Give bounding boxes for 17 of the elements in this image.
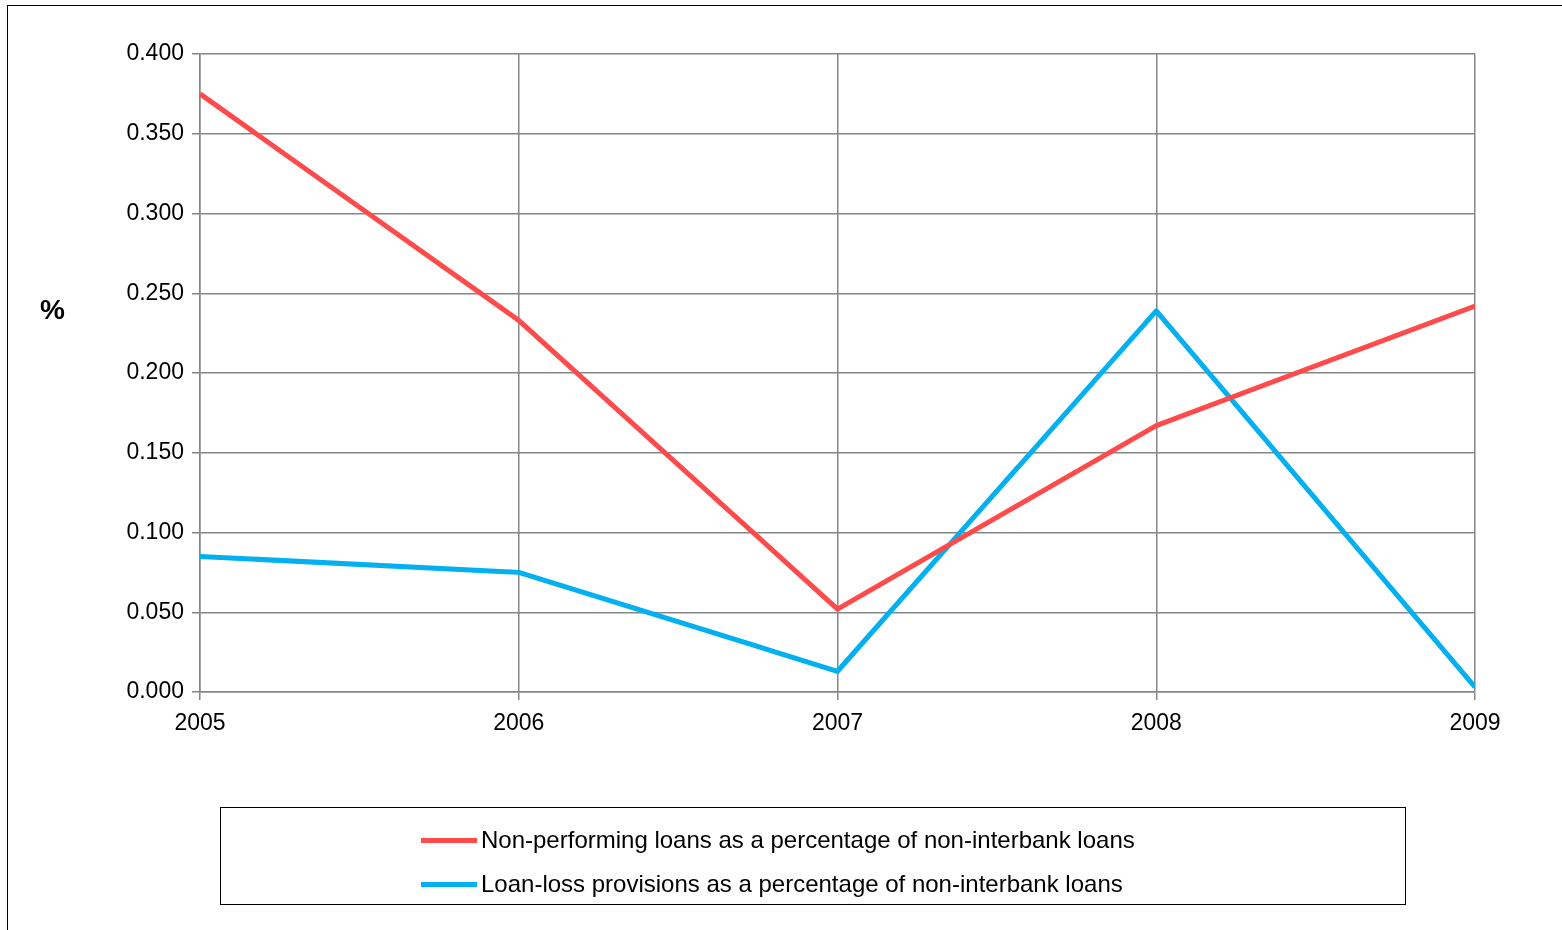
legend-label: Loan-loss provisions as a percentage of non-interbank loans bbox=[481, 870, 1123, 898]
x-tick-label: 2006 bbox=[493, 709, 545, 736]
y-tick-label: 0.050 bbox=[126, 597, 184, 624]
y-axis-title: % bbox=[40, 294, 65, 326]
x-tick-label: 2007 bbox=[811, 709, 864, 736]
legend-label: Non-performing loans as a percentage of non-interbank loans bbox=[481, 826, 1135, 854]
y-tick-label: 0.400 bbox=[126, 39, 184, 66]
y-tick-label: 0.300 bbox=[126, 198, 184, 225]
y-tick-label: 0.150 bbox=[126, 438, 184, 465]
x-tick-label: 2005 bbox=[174, 709, 226, 736]
y-tick-label: 0.250 bbox=[126, 278, 184, 305]
y-tick-label: 0.000 bbox=[126, 677, 184, 704]
y-tick-label: 0.350 bbox=[126, 119, 184, 146]
x-tick-label: 2009 bbox=[1449, 709, 1501, 736]
y-tick-label: 0.100 bbox=[126, 517, 184, 544]
x-tick-label: 2008 bbox=[1130, 709, 1182, 736]
y-tick-label: 0.200 bbox=[126, 358, 184, 385]
